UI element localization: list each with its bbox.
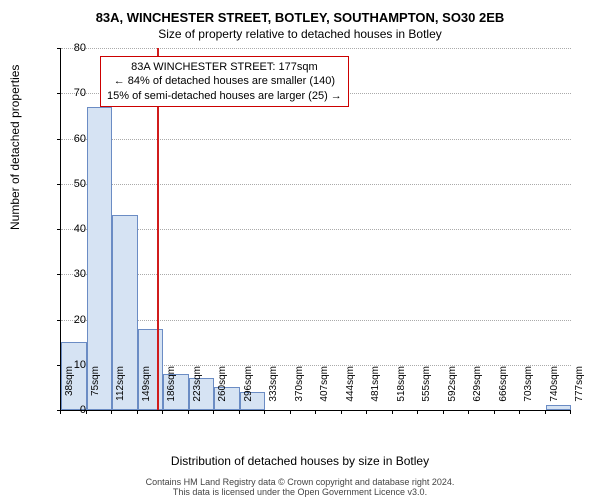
y-axis-label: Number of detached properties bbox=[8, 65, 22, 230]
xtick-mark bbox=[188, 410, 189, 414]
xtick-label: 149sqm bbox=[141, 366, 152, 416]
ytick-label: 60 bbox=[56, 133, 86, 145]
xtick-label: 370sqm bbox=[294, 366, 305, 416]
xtick-mark bbox=[545, 410, 546, 414]
chart-title: 83A, WINCHESTER STREET, BOTLEY, SOUTHAMP… bbox=[0, 0, 600, 25]
xtick-mark bbox=[213, 410, 214, 414]
xtick-mark bbox=[290, 410, 291, 414]
annotation-line1: 83A WINCHESTER STREET: 177sqm bbox=[107, 60, 342, 74]
footer-line2: This data is licensed under the Open Gov… bbox=[0, 488, 600, 498]
xtick-mark bbox=[162, 410, 163, 414]
xtick-mark bbox=[239, 410, 240, 414]
x-axis-label: Distribution of detached houses by size … bbox=[0, 454, 600, 468]
grid-line bbox=[61, 229, 571, 230]
xtick-mark bbox=[366, 410, 367, 414]
xtick-mark bbox=[264, 410, 265, 414]
xtick-mark bbox=[443, 410, 444, 414]
ytick-label: 20 bbox=[56, 314, 86, 326]
ytick-label: 40 bbox=[56, 223, 86, 235]
xtick-label: 629sqm bbox=[472, 366, 483, 416]
xtick-label: 666sqm bbox=[498, 366, 509, 416]
xtick-mark bbox=[341, 410, 342, 414]
xtick-label: 444sqm bbox=[345, 366, 356, 416]
ytick-label: 50 bbox=[56, 178, 86, 190]
xtick-mark bbox=[417, 410, 418, 414]
bar bbox=[87, 107, 113, 410]
grid-line bbox=[61, 48, 571, 49]
xtick-label: 740sqm bbox=[549, 366, 560, 416]
xtick-label: 186sqm bbox=[166, 366, 177, 416]
chart-subtitle: Size of property relative to detached ho… bbox=[0, 25, 600, 41]
xtick-mark bbox=[570, 410, 571, 414]
annotation-line2: ← 84% of detached houses are smaller (14… bbox=[107, 74, 342, 88]
xtick-mark bbox=[137, 410, 138, 414]
xtick-label: 407sqm bbox=[319, 366, 330, 416]
xtick-mark bbox=[111, 410, 112, 414]
ytick-label: 0 bbox=[56, 404, 86, 416]
xtick-label: 260sqm bbox=[217, 366, 228, 416]
xtick-label: 481sqm bbox=[370, 366, 381, 416]
xtick-mark bbox=[468, 410, 469, 414]
grid-line bbox=[61, 320, 571, 321]
xtick-mark bbox=[392, 410, 393, 414]
xtick-label: 518sqm bbox=[396, 366, 407, 416]
ytick-label: 80 bbox=[56, 42, 86, 54]
xtick-label: 223sqm bbox=[192, 366, 203, 416]
xtick-mark bbox=[494, 410, 495, 414]
xtick-label: 333sqm bbox=[268, 366, 279, 416]
xtick-label: 703sqm bbox=[523, 366, 534, 416]
grid-line bbox=[61, 139, 571, 140]
xtick-label: 296sqm bbox=[243, 366, 254, 416]
annotation-line3: 15% of semi-detached houses are larger (… bbox=[107, 89, 342, 103]
xtick-label: 592sqm bbox=[447, 366, 458, 416]
grid-line bbox=[61, 274, 571, 275]
ytick-label: 30 bbox=[56, 268, 86, 280]
footer: Contains HM Land Registry data © Crown c… bbox=[0, 478, 600, 498]
xtick-label: 555sqm bbox=[421, 366, 432, 416]
ytick-label: 70 bbox=[56, 87, 86, 99]
xtick-label: 777sqm bbox=[574, 366, 585, 416]
ytick-label: 10 bbox=[56, 359, 86, 371]
grid-line bbox=[61, 184, 571, 185]
xtick-label: 75sqm bbox=[90, 366, 101, 416]
chart-area: 83A WINCHESTER STREET: 177sqm ← 84% of d… bbox=[60, 48, 570, 410]
xtick-label: 112sqm bbox=[115, 366, 126, 416]
annotation-box: 83A WINCHESTER STREET: 177sqm ← 84% of d… bbox=[100, 56, 349, 107]
xtick-mark bbox=[315, 410, 316, 414]
xtick-mark bbox=[519, 410, 520, 414]
